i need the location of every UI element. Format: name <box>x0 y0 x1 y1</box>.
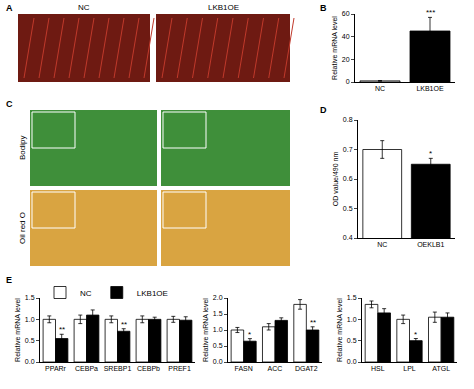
svg-text:OEKLB1: OEKLB1 <box>417 241 444 248</box>
svg-text:SREBP1: SREBP1 <box>104 365 132 372</box>
svg-text:Relative mRNA level: Relative mRNA level <box>14 298 21 362</box>
svg-text:***: *** <box>426 8 435 17</box>
svg-text:1.5: 1.5 <box>347 294 357 301</box>
svg-text:LPL: LPL <box>403 365 416 372</box>
svg-text:Relative mRNA level: Relative mRNA level <box>202 298 209 362</box>
svg-text:NC: NC <box>78 3 90 12</box>
svg-text:**: ** <box>59 325 65 334</box>
svg-text:0.0: 0.0 <box>25 358 35 365</box>
svg-text:D: D <box>320 105 327 115</box>
svg-text:A: A <box>6 3 13 13</box>
svg-text:0.5: 0.5 <box>343 205 353 212</box>
svg-text:0.4: 0.4 <box>343 234 353 241</box>
svg-text:NC: NC <box>80 289 92 298</box>
svg-text:Oil red O: Oil red O <box>18 212 27 244</box>
svg-text:0.6: 0.6 <box>343 175 353 182</box>
svg-text:CEBPa: CEBPa <box>75 365 98 372</box>
svg-text:2.0: 2.0 <box>213 294 223 301</box>
svg-text:**: ** <box>121 320 127 329</box>
svg-text:LKB1OE: LKB1OE <box>208 3 239 12</box>
svg-text:*: * <box>414 330 417 339</box>
svg-text:0.5: 0.5 <box>25 337 35 344</box>
svg-text:E: E <box>6 275 12 285</box>
svg-text:PREF1: PREF1 <box>168 365 191 372</box>
svg-text:Bodipy: Bodipy <box>18 136 27 160</box>
svg-text:HSL: HSL <box>371 365 385 372</box>
svg-text:1.0: 1.0 <box>347 316 357 323</box>
svg-text:ATGL: ATGL <box>432 365 450 372</box>
svg-text:0.5: 0.5 <box>213 342 223 349</box>
svg-text:0.8: 0.8 <box>343 116 353 123</box>
svg-text:40: 40 <box>342 33 350 40</box>
svg-text:LKB1OE: LKB1OE <box>137 289 168 298</box>
svg-text:1.5: 1.5 <box>213 310 223 317</box>
svg-text:0.7: 0.7 <box>343 146 353 153</box>
svg-text:LKB1OE: LKB1OE <box>416 85 444 92</box>
svg-text:FASN: FASN <box>235 365 253 372</box>
svg-text:0: 0 <box>346 78 350 85</box>
svg-text:*: * <box>429 149 432 158</box>
svg-text:1.0: 1.0 <box>25 316 35 323</box>
svg-text:**: ** <box>310 318 316 327</box>
svg-text:ACC: ACC <box>268 365 283 372</box>
svg-text:CEBPb: CEBPb <box>137 365 160 372</box>
svg-text:0.0: 0.0 <box>213 358 223 365</box>
svg-text:NC: NC <box>377 241 387 248</box>
svg-text:Relative mRNA level: Relative mRNA level <box>336 298 343 362</box>
svg-text:0.5: 0.5 <box>347 337 357 344</box>
svg-text:1.0: 1.0 <box>213 326 223 333</box>
svg-text:B: B <box>320 3 327 13</box>
svg-text:NC: NC <box>375 85 385 92</box>
svg-text:*: * <box>248 330 251 339</box>
svg-text:Relative mRNA level: Relative mRNA level <box>331 16 338 80</box>
svg-text:20: 20 <box>342 56 350 63</box>
svg-text:PPARr: PPARr <box>45 365 67 372</box>
svg-text:1.5: 1.5 <box>25 294 35 301</box>
svg-text:0.0: 0.0 <box>347 358 357 365</box>
svg-text:OD value/490 nm: OD value/490 nm <box>332 152 339 207</box>
svg-text:DGAT2: DGAT2 <box>295 365 318 372</box>
svg-text:C: C <box>6 99 13 109</box>
svg-text:60: 60 <box>342 10 350 17</box>
